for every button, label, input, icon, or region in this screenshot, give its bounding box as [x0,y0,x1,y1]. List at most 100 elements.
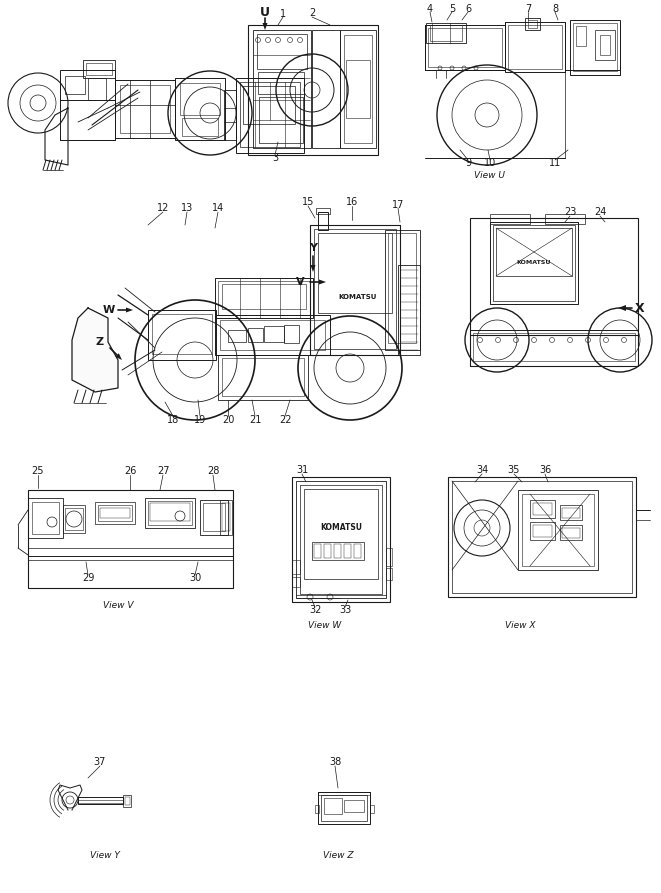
Text: 38: 38 [329,757,341,767]
Bar [32,502,59,534]
Bar [182,118,218,136]
Bar [573,23,617,71]
Bar [28,498,63,538]
Bar [448,477,636,597]
Bar [315,805,319,813]
Bar [258,72,304,94]
Bar [324,798,342,814]
Bar [65,76,85,94]
Polygon shape [115,354,122,360]
Text: 3: 3 [272,153,278,163]
Bar [220,500,232,535]
Text: View Y: View Y [90,850,120,859]
Text: 10: 10 [484,158,496,168]
Text: 21: 21 [249,415,261,425]
Text: 37: 37 [94,757,106,767]
Bar [296,481,386,598]
Text: 26: 26 [124,466,136,476]
Bar [78,800,123,803]
Bar [257,34,307,69]
Text: U: U [260,6,270,20]
Bar [600,35,610,55]
Bar [570,20,620,75]
Bar [312,542,364,560]
Text: 24: 24 [594,207,606,217]
Bar [180,83,220,115]
Text: View Z: View Z [323,850,353,859]
Bar [344,35,372,143]
Bar [318,233,392,313]
Bar [218,355,308,400]
Text: X: X [635,302,645,314]
Bar [530,500,555,518]
Bar [426,23,466,43]
Bar [83,60,115,78]
Text: View U: View U [475,171,506,179]
Bar [344,800,364,812]
Polygon shape [262,23,268,30]
Polygon shape [311,265,315,272]
Text: 33: 33 [339,605,351,615]
Text: 28: 28 [207,466,219,476]
Bar [120,85,170,133]
Text: Y: Y [309,243,317,253]
Bar [473,333,635,361]
Bar [78,797,123,804]
Bar [545,214,585,224]
Bar [145,498,195,528]
Bar [259,97,303,143]
Text: Z: Z [96,337,104,347]
Text: 30: 30 [189,573,201,583]
Bar [292,577,300,587]
Bar [292,560,300,574]
Bar [86,63,112,75]
Bar [100,508,130,518]
Text: 11: 11 [549,158,561,168]
Bar [264,326,284,342]
Bar [398,265,420,355]
Bar [65,508,83,530]
Text: 32: 32 [309,605,321,615]
Bar [470,330,638,366]
Text: KOMATSU: KOMATSU [320,523,362,532]
Bar [354,544,361,558]
Text: 19: 19 [194,415,206,425]
Text: 2: 2 [309,8,315,18]
Text: 17: 17 [392,200,404,210]
Text: 20: 20 [222,415,234,425]
Text: 7: 7 [525,4,531,14]
Bar [560,525,582,540]
Bar [533,525,552,537]
Bar [222,284,306,309]
Bar [560,505,582,520]
Text: W: W [103,305,115,315]
Bar [123,795,131,807]
Text: 22: 22 [279,415,292,425]
Bar [533,503,552,515]
Bar [493,225,575,301]
Bar [321,795,367,821]
Bar [88,78,106,100]
Bar [370,805,374,813]
Text: KOMATSU: KOMATSU [339,294,377,300]
Bar [386,548,392,566]
Bar [203,503,225,531]
Bar [490,222,578,304]
Bar [508,25,562,69]
Bar [304,489,378,579]
Bar [243,86,295,124]
Bar [316,208,330,214]
Bar [518,490,598,570]
Bar [525,18,540,30]
Bar [562,508,580,518]
Text: 25: 25 [32,466,44,476]
Text: 4: 4 [427,4,433,14]
Bar [125,797,130,805]
Text: 16: 16 [346,197,358,207]
Bar [222,358,304,396]
Bar [152,314,212,354]
Bar [148,310,216,360]
Bar [224,90,236,140]
Text: 27: 27 [157,466,169,476]
Text: 9: 9 [465,158,471,168]
